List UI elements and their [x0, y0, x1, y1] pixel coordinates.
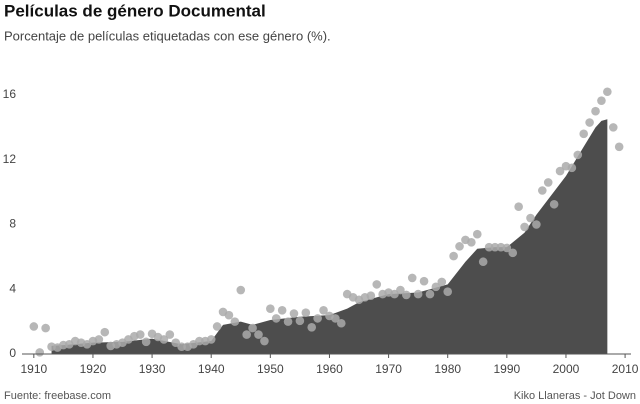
point [472, 229, 482, 239]
point [301, 308, 311, 318]
x-tick-label: 1940 [198, 362, 225, 376]
x-tick-label: 1930 [139, 362, 166, 376]
point [431, 282, 441, 292]
point [407, 273, 417, 283]
point [212, 322, 222, 331]
point [449, 251, 458, 261]
point [520, 222, 529, 232]
point [549, 199, 559, 209]
point [206, 335, 216, 344]
point [508, 248, 518, 258]
point [591, 106, 600, 116]
x-tick-label: 1920 [80, 362, 107, 376]
point [396, 285, 405, 295]
point [271, 314, 281, 323]
x-tick-label: 1950 [257, 362, 284, 376]
point [443, 287, 453, 296]
point [254, 330, 263, 339]
x-tick-label: 1960 [316, 362, 343, 376]
point [224, 310, 234, 320]
y-tick-label: 12 [3, 152, 17, 166]
point [608, 123, 618, 132]
point [319, 305, 328, 315]
point [419, 276, 429, 286]
point [437, 277, 447, 287]
point [177, 342, 186, 352]
point [538, 186, 547, 195]
point [195, 336, 204, 346]
point [425, 289, 435, 299]
source: Fuente: freebase.com [4, 390, 111, 402]
point [277, 305, 287, 315]
point [585, 118, 594, 127]
x-tick-label: 1980 [434, 362, 461, 376]
point [266, 304, 275, 313]
point [543, 178, 553, 187]
point [526, 213, 535, 223]
point [532, 220, 541, 229]
point [484, 242, 494, 252]
point [141, 337, 151, 347]
point [603, 87, 612, 97]
point [372, 280, 382, 289]
point [289, 309, 299, 318]
point [283, 317, 293, 326]
area [51, 119, 608, 354]
point [159, 335, 169, 344]
point [35, 348, 45, 357]
point [295, 316, 305, 326]
point [478, 257, 488, 267]
chart-title: Películas de género Documental [4, 1, 266, 20]
chart-subtitle: Porcentaje de películas etiquetadas con … [4, 28, 331, 43]
point [614, 142, 624, 152]
point [573, 150, 583, 160]
point [413, 289, 423, 299]
point [579, 129, 588, 139]
point [41, 323, 50, 333]
point [135, 330, 145, 339]
point [514, 202, 523, 211]
point [502, 243, 512, 253]
x-tick-label: 1970 [375, 362, 402, 376]
point [230, 317, 240, 326]
x-tick-label: 1990 [493, 362, 520, 376]
point [307, 322, 317, 332]
credit: Kiko Llaneras - Jot Down [514, 390, 636, 402]
y-tick-label: 16 [3, 87, 17, 101]
point [336, 318, 346, 328]
point [100, 327, 110, 337]
y-tick-label: 0 [9, 346, 16, 360]
point [467, 238, 476, 247]
y-tick-label: 4 [9, 281, 16, 295]
point [331, 314, 340, 323]
point [490, 242, 500, 252]
x-tick-label: 2010 [612, 362, 639, 376]
point [94, 335, 104, 344]
point [242, 330, 251, 339]
x-tick-label: 2000 [553, 362, 580, 376]
point [402, 290, 411, 300]
x-tick-label: 1910 [20, 362, 47, 376]
point [248, 323, 257, 333]
point [555, 166, 565, 176]
y-tick-label: 8 [9, 217, 16, 231]
point [597, 96, 606, 105]
point [366, 291, 376, 301]
point [455, 242, 464, 251]
point [313, 314, 322, 323]
point [567, 163, 577, 173]
point [29, 322, 39, 331]
point [260, 336, 269, 346]
point [236, 285, 246, 295]
point [165, 330, 175, 339]
